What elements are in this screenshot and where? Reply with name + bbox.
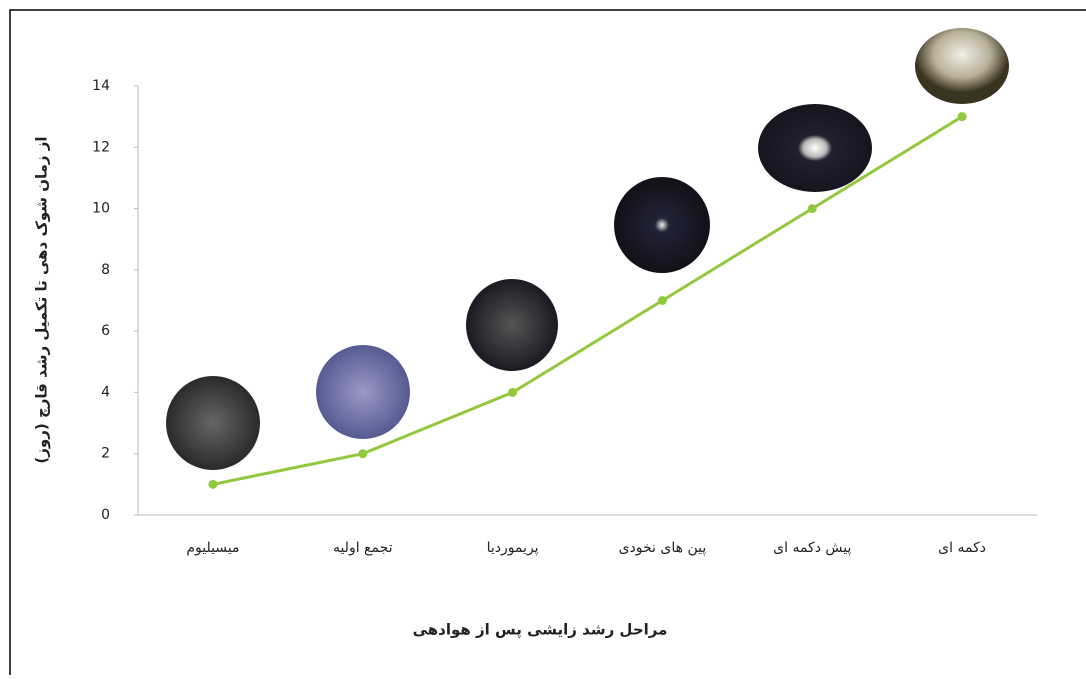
x-tick-label: تجمع اولیه (333, 540, 393, 556)
point (807, 204, 817, 214)
x-tick-label: پریموردیا (487, 540, 539, 556)
y-tick-label: 0 (101, 507, 110, 523)
y-tick-label: 6 (101, 323, 110, 339)
x-tick-label: پین های نخودی (619, 540, 707, 556)
frame (9, 9, 1086, 679)
x-tick-label: پیش دکمه ای (773, 540, 851, 556)
y-tick-label: 4 (101, 384, 110, 400)
y-tick-label: 2 (101, 446, 110, 462)
series-line (212, 115, 963, 486)
point (508, 387, 518, 397)
y-tick-label: 8 (101, 262, 110, 278)
x-axis-title: مراحل رشد زایشی پس از هوادهی (413, 621, 668, 640)
photo (758, 104, 872, 192)
point (657, 296, 667, 305)
y-tick-label: 14 (92, 78, 110, 94)
stage-photos (166, 28, 1009, 470)
y-axis-title: از زمان شوک دهی تا تکمیل رشد قارچ (روز) (33, 136, 51, 463)
photo (614, 177, 710, 273)
photo (316, 345, 410, 439)
y-tick-label: 10 (92, 201, 110, 217)
photo (466, 279, 558, 371)
point (208, 479, 218, 489)
point (957, 112, 967, 122)
y-tick-label: 12 (92, 139, 110, 155)
x-tick-label: دکمه ای (938, 540, 986, 556)
photo (166, 376, 260, 470)
photo (915, 28, 1009, 104)
x-tick-label: میسیلیوم (186, 540, 239, 556)
point (358, 449, 368, 459)
